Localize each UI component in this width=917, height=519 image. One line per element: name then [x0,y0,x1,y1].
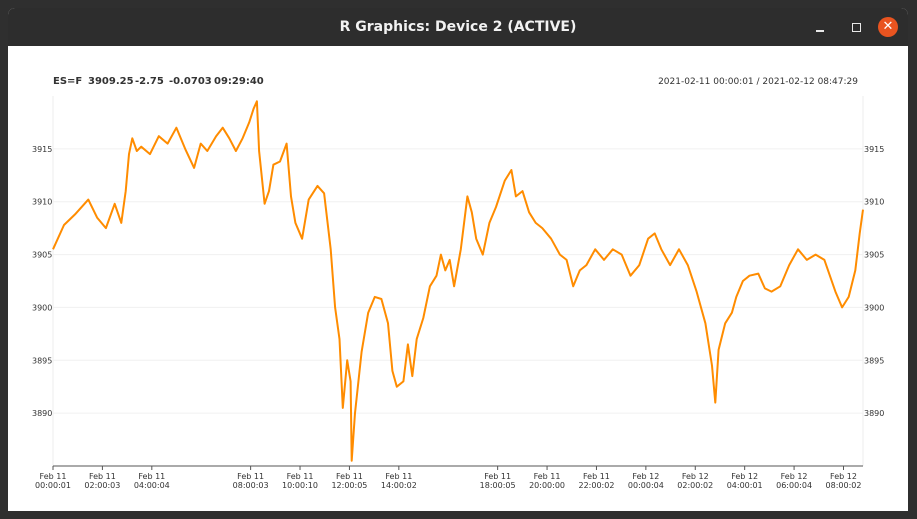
x-tick-label-time: 06:00:04 [776,481,812,490]
x-tick-label-time: 00:00:04 [628,481,664,490]
date-range: 2021-02-11 00:00:01 / 2021-02-12 08:47:2… [658,77,858,87]
percent-change: -0.0703 [169,76,212,87]
price-change: -2.75 [135,76,164,87]
x-tick-label-date: Feb 12 [731,472,758,481]
y-tick-label-right: 3915 [864,145,884,154]
y-tick-label-right: 3900 [864,303,884,312]
chart-header: ES=F 3909.25 -2.75 -0.0703 09:29:40 2021… [53,76,858,87]
x-tick-label-date: Feb 11 [138,472,165,481]
x-tick-label-date: Feb 12 [830,472,857,481]
quote-time: 09:29:40 [214,76,264,87]
x-tick-label-time: 22:00:02 [578,481,614,490]
x-tick-label-time: 12:00:05 [331,481,367,490]
y-tick-label-right: 3895 [864,356,884,365]
x-tick-label-date: Feb 12 [682,472,709,481]
r-graphics-window: R Graphics: Device 2 (ACTIVE) ✕ ES=F 390… [8,8,908,511]
x-tick-label-time: 04:00:04 [134,481,170,490]
maximize-button[interactable] [846,17,866,37]
y-tick-label-left: 3905 [32,251,52,260]
y-tick-label-left: 3910 [32,198,52,207]
minimize-icon [816,30,824,32]
y-tick-label-right: 3910 [864,198,884,207]
x-tick-label-date: Feb 11 [237,472,264,481]
x-tick-label-date: Feb 11 [287,472,314,481]
last-price: 3909.25 [88,76,134,87]
x-tick-label-time: 20:00:00 [529,481,565,490]
x-tick-label-date: Feb 11 [89,472,116,481]
x-tick-label-date: Feb 11 [40,472,67,481]
x-tick-label-time: 04:00:01 [727,481,763,490]
y-tick-label-right: 3890 [864,409,884,418]
price-chart: ES=F 3909.25 -2.75 -0.0703 09:29:40 2021… [32,76,884,490]
x-tick-label-date: Feb 11 [534,472,561,481]
x-tick-label-date: Feb 11 [385,472,412,481]
x-tick-label-time: 02:00:03 [84,481,120,490]
close-icon: ✕ [882,19,894,34]
price-series-line [52,100,864,462]
window-title: R Graphics: Device 2 (ACTIVE) [339,19,577,35]
x-tick-label-time: 10:00:10 [282,481,318,490]
y-tick-label-left: 3890 [32,409,52,418]
y-tick-label-left: 3895 [32,356,52,365]
x-tick-label-date: Feb 11 [484,472,511,481]
maximize-icon [851,22,861,32]
y-tick-label-left: 3900 [32,303,52,312]
x-tick-label-date: Feb 11 [583,472,610,481]
x-tick-label-time: 18:00:05 [480,481,516,490]
title-bar[interactable]: R Graphics: Device 2 (ACTIVE) ✕ [8,8,908,46]
ticker-symbol: ES=F [53,76,82,87]
x-tick-label-date: Feb 12 [632,472,659,481]
x-tick-label-date: Feb 11 [336,472,363,481]
minimize-button[interactable] [810,17,830,37]
x-tick-label-time: 08:00:02 [826,481,862,490]
x-tick-label-time: 08:00:03 [233,481,269,490]
y-tick-label-left: 3915 [32,145,52,154]
x-tick-label-time: 02:00:02 [677,481,713,490]
y-tick-label-right: 3905 [864,251,884,260]
x-tick-label-time: 14:00:02 [381,481,417,490]
x-tick-label-date: Feb 12 [781,472,808,481]
x-tick-label-time: 00:00:01 [35,481,71,490]
close-button[interactable]: ✕ [878,17,898,37]
